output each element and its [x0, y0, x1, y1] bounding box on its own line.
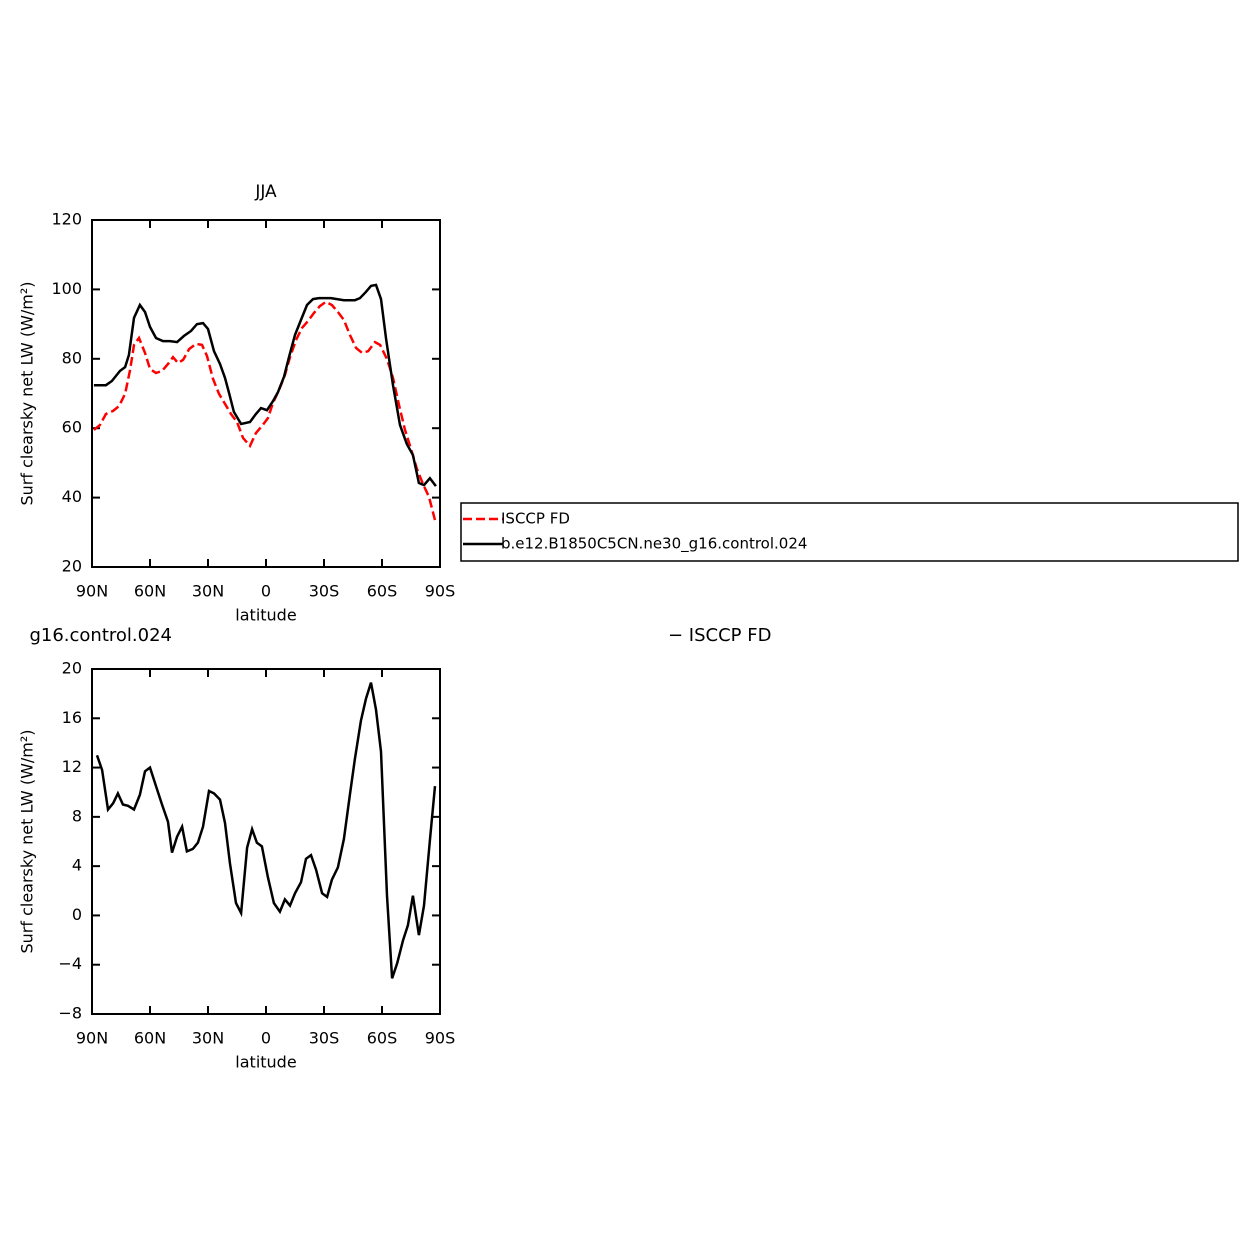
x-axis-label: latitude: [235, 606, 296, 625]
chart-title: g16.control.024: [29, 625, 172, 646]
legend-box: [460, 502, 1239, 562]
data-line: [93, 300, 437, 521]
y-tick-label: 8: [72, 806, 82, 825]
data-line: [93, 283, 437, 487]
x-tick-label: 60S: [367, 1029, 398, 1048]
x-tick-label: 60N: [134, 1029, 166, 1048]
x-tick-label: 90N: [76, 582, 108, 601]
x-tick-label: 30N: [192, 582, 224, 601]
x-tick-label: 90S: [425, 1029, 456, 1048]
x-tick-label: 30N: [192, 1029, 224, 1048]
x-tick-label: 60S: [367, 582, 398, 601]
y-tick-label: 100: [51, 279, 82, 298]
x-tick-label: 0: [261, 582, 271, 601]
y-tick-label: 20: [62, 557, 82, 576]
x-axis-label: latitude: [235, 1053, 296, 1072]
data-line: [95, 682, 437, 979]
y-tick-label: 40: [62, 487, 82, 506]
y-axis-label: Surf clearsky net LW (W/m²): [18, 281, 37, 505]
y-tick-label: −8: [58, 1004, 82, 1023]
chart-title: JJA: [254, 182, 277, 202]
y-tick-label: −4: [58, 954, 82, 973]
y-tick-label: 60: [62, 418, 82, 437]
legend-label: ISCCP FD: [501, 510, 570, 528]
y-axis-label: Surf clearsky net LW (W/m²): [18, 729, 37, 953]
x-tick-label: 90N: [76, 1029, 108, 1048]
y-tick-label: 80: [62, 348, 82, 367]
chart-title: − ISCCP FD: [668, 625, 771, 646]
x-tick-label: 90S: [425, 582, 456, 601]
x-tick-label: 60N: [134, 582, 166, 601]
legend-label: b.e12.B1850C5CN.ne30_g16.control.024: [501, 535, 807, 554]
y-tick-label: 0: [72, 905, 82, 924]
y-tick-label: 16: [62, 708, 82, 727]
plot-frame: [91, 668, 441, 1015]
y-tick-label: 12: [62, 757, 82, 776]
x-tick-label: 30S: [309, 582, 340, 601]
x-tick-label: 30S: [309, 1029, 340, 1048]
y-tick-label: 120: [51, 210, 82, 229]
y-tick-label: 4: [72, 856, 82, 875]
plot-frame: [91, 219, 441, 568]
y-tick-label: 20: [62, 659, 82, 678]
x-tick-label: 0: [261, 1029, 271, 1048]
